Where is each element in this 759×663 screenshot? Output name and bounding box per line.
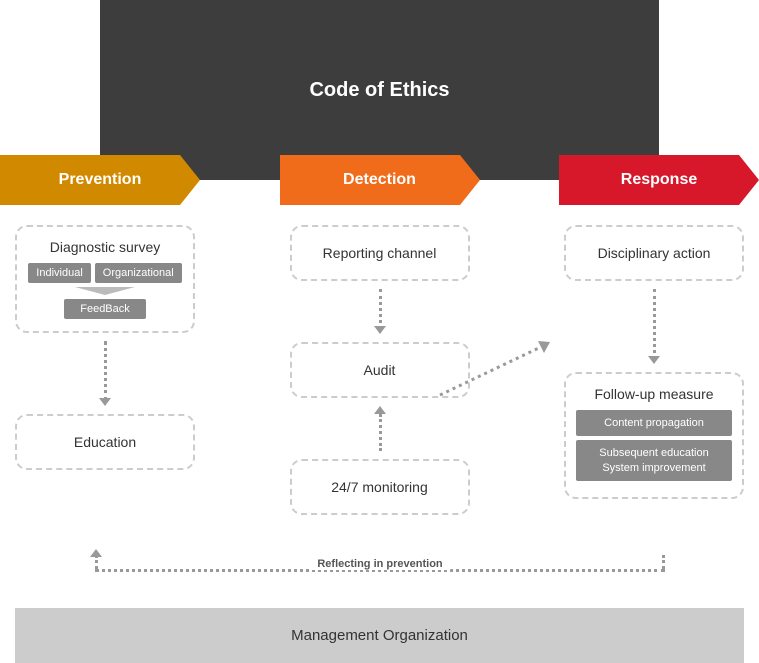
education-box: Education [15,414,195,470]
chevron-down-icon [75,287,135,295]
stage-row: Prevention Detection Response [0,155,759,205]
col-response: Disciplinary action Follow-up measure Co… [554,225,754,515]
columns: Diagnostic survey Individual Organizatio… [0,225,759,515]
tag-content-prop: Content propagation [576,410,732,436]
diagnostic-title: Diagnostic survey [27,239,183,255]
arrow-down-icon [104,341,106,406]
followup-box: Follow-up measure Content propagation Su… [564,372,744,499]
footer-label: Management Organization [291,627,468,644]
tag-subsequent: Subsequent education System improvement [576,440,732,481]
col-prevention: Diagnostic survey Individual Organizatio… [5,225,205,515]
header-title: Code of Ethics [309,79,449,102]
stage-response: Response [559,155,759,205]
stage-prevention: Prevention [0,155,200,205]
col-detection: Reporting channel Audit 24/7 monitoring [280,225,480,515]
tag-individual: Individual [28,263,90,283]
arrow-up-icon [379,406,381,451]
diagnostic-box: Diagnostic survey Individual Organizatio… [15,225,195,333]
stage-detection: Detection [280,155,480,205]
ethics-header: Code of Ethics [100,0,659,180]
stage-label-detection: Detection [343,171,416,189]
disciplinary-box: Disciplinary action [564,225,744,281]
monitoring-box: 24/7 monitoring [290,459,470,515]
tag-organizational: Organizational [95,263,182,283]
arrow-down-icon [379,289,381,334]
followup-title: Follow-up measure [576,386,732,402]
reporting-box: Reporting channel [290,225,470,281]
audit-box: Audit [290,342,470,398]
reflect-connector: Reflecting in prevention [95,555,665,585]
tag-feedback: FeedBack [64,299,146,319]
arrow-down-icon [653,289,655,364]
arrow-up-icon [90,549,102,557]
stage-label-prevention: Prevention [59,171,142,189]
reflect-label: Reflecting in prevention [309,558,450,570]
stage-label-response: Response [621,171,697,189]
footer-box: Management Organization [15,608,744,663]
